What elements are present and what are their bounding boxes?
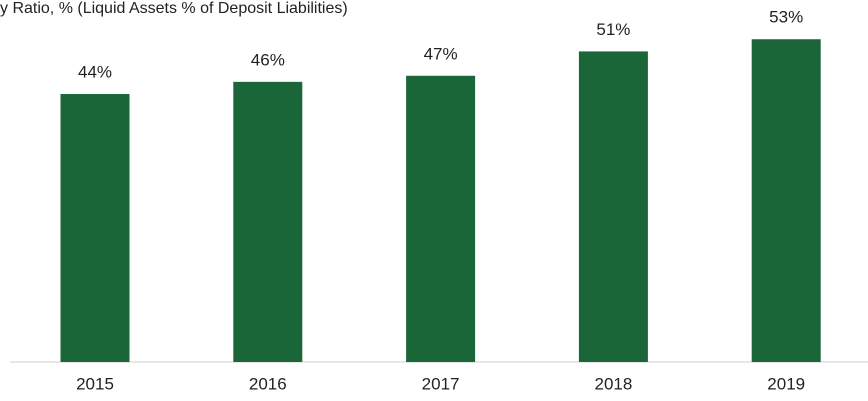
data-label: 51% — [596, 20, 630, 39]
bar — [60, 94, 130, 362]
bar — [233, 81, 303, 363]
bar — [406, 75, 476, 363]
data-label: 44% — [78, 63, 112, 82]
bar — [578, 51, 648, 362]
data-label: 47% — [424, 44, 458, 63]
x-tick-label: 2015 — [76, 374, 114, 393]
x-tick-label: 2018 — [594, 374, 632, 393]
data-label: 53% — [769, 8, 803, 27]
data-label: 46% — [251, 50, 285, 69]
chart-title: y Ratio, % (Liquid Assets % of Deposit L… — [0, 0, 348, 17]
x-tick-label: 2016 — [249, 374, 287, 393]
x-tick-label: 2019 — [767, 374, 805, 393]
bar — [751, 39, 821, 362]
x-tick-label: 2017 — [422, 374, 460, 393]
